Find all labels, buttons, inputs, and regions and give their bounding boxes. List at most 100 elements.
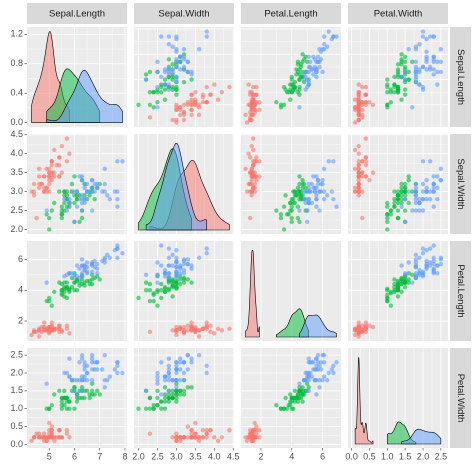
point bbox=[399, 289, 404, 294]
point bbox=[334, 360, 339, 365]
point bbox=[178, 367, 183, 372]
point bbox=[62, 274, 67, 279]
point bbox=[159, 243, 164, 248]
point bbox=[292, 189, 298, 194]
point bbox=[166, 263, 172, 268]
point bbox=[166, 41, 172, 47]
point bbox=[392, 74, 397, 80]
point bbox=[82, 181, 87, 187]
point bbox=[34, 215, 39, 221]
point bbox=[431, 269, 436, 274]
point bbox=[185, 257, 190, 262]
point bbox=[59, 435, 65, 440]
point bbox=[292, 399, 298, 404]
point bbox=[102, 352, 107, 358]
point bbox=[318, 367, 324, 372]
point bbox=[155, 89, 160, 95]
point bbox=[162, 289, 168, 294]
point bbox=[105, 193, 110, 198]
point bbox=[254, 84, 259, 90]
point bbox=[427, 263, 433, 268]
point bbox=[208, 92, 213, 97]
point bbox=[298, 392, 304, 397]
point bbox=[200, 427, 206, 433]
point bbox=[219, 89, 225, 95]
point bbox=[356, 189, 361, 194]
point bbox=[249, 166, 254, 172]
point bbox=[410, 105, 415, 110]
point bbox=[420, 64, 426, 70]
point bbox=[251, 136, 256, 141]
point bbox=[331, 196, 336, 202]
point bbox=[363, 329, 369, 335]
point bbox=[74, 204, 80, 209]
point bbox=[321, 374, 327, 379]
point bbox=[331, 370, 336, 376]
point bbox=[189, 427, 194, 433]
point bbox=[251, 174, 256, 179]
point bbox=[57, 174, 62, 179]
point bbox=[185, 424, 190, 429]
point bbox=[29, 438, 34, 444]
point bbox=[174, 438, 179, 444]
point bbox=[147, 69, 153, 75]
point bbox=[392, 189, 397, 194]
point bbox=[212, 435, 217, 440]
point bbox=[219, 328, 225, 333]
point bbox=[252, 100, 257, 105]
point bbox=[410, 59, 415, 65]
point bbox=[89, 360, 95, 365]
point bbox=[82, 363, 87, 369]
point bbox=[424, 247, 429, 253]
y-tick-label: 1.0 bbox=[10, 403, 23, 413]
point bbox=[395, 208, 401, 213]
point bbox=[402, 54, 408, 59]
point bbox=[151, 402, 156, 408]
point bbox=[67, 151, 72, 156]
point bbox=[59, 292, 65, 298]
point bbox=[64, 208, 70, 213]
point bbox=[257, 159, 262, 164]
point bbox=[367, 100, 372, 105]
point bbox=[257, 435, 262, 440]
point bbox=[352, 185, 358, 190]
point bbox=[424, 263, 429, 268]
point bbox=[74, 288, 80, 293]
point bbox=[208, 427, 213, 433]
point bbox=[189, 320, 194, 325]
point bbox=[402, 219, 408, 225]
point bbox=[174, 247, 179, 253]
point bbox=[360, 215, 365, 221]
point bbox=[431, 261, 436, 267]
point bbox=[288, 97, 293, 102]
point bbox=[136, 406, 141, 411]
point bbox=[295, 89, 301, 95]
point bbox=[297, 196, 302, 202]
point bbox=[155, 388, 160, 394]
point bbox=[185, 367, 190, 372]
point bbox=[84, 260, 90, 265]
point bbox=[47, 431, 52, 436]
point bbox=[47, 420, 52, 426]
point bbox=[392, 200, 397, 206]
point bbox=[410, 189, 415, 194]
point bbox=[392, 204, 397, 209]
point bbox=[388, 100, 394, 105]
point bbox=[52, 147, 57, 153]
point bbox=[363, 174, 369, 179]
point bbox=[174, 388, 179, 394]
point bbox=[301, 181, 307, 187]
point bbox=[59, 288, 65, 293]
point bbox=[170, 283, 175, 288]
point bbox=[72, 385, 77, 390]
point bbox=[321, 196, 327, 202]
point bbox=[312, 67, 318, 72]
point bbox=[300, 388, 305, 394]
point bbox=[385, 292, 390, 298]
point bbox=[399, 200, 404, 206]
point bbox=[189, 107, 194, 113]
density bbox=[46, 69, 123, 123]
point bbox=[252, 159, 257, 164]
point bbox=[352, 105, 358, 110]
point bbox=[244, 438, 250, 444]
